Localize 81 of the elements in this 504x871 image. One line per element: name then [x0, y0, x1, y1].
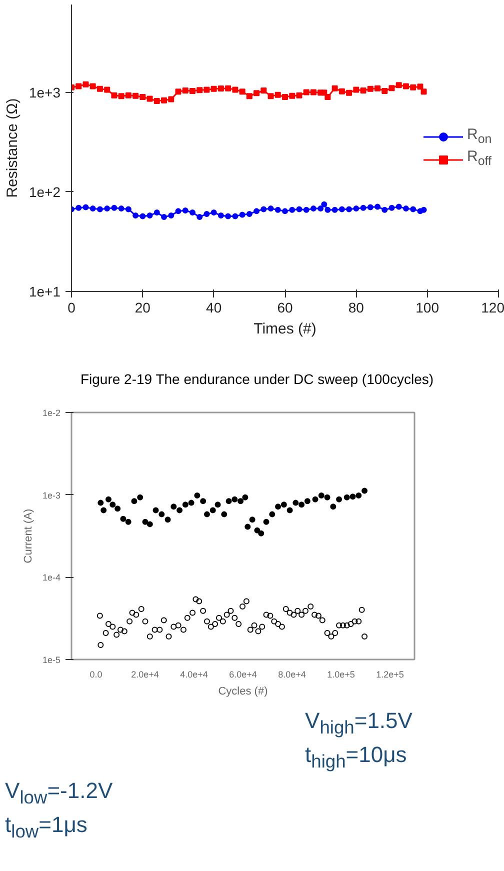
point	[330, 504, 336, 510]
point	[137, 494, 144, 500]
x-axis-title: Times (#)	[254, 320, 316, 338]
point	[324, 494, 330, 500]
x-tick-label: 1.0e+5	[327, 670, 355, 680]
point	[110, 502, 116, 508]
legend-label: R$_{off}$	[467, 147, 492, 170]
point	[318, 492, 324, 499]
point	[304, 498, 310, 504]
y-tick-label: 1e+3	[28, 84, 61, 100]
point	[221, 511, 228, 518]
text: t$_{high}$=10μs	[305, 741, 407, 774]
point	[280, 502, 287, 508]
x-tick-label: 80	[348, 300, 364, 316]
point	[292, 500, 299, 506]
point	[120, 516, 126, 522]
point	[344, 494, 350, 500]
point	[100, 507, 107, 514]
point	[350, 494, 356, 500]
y-tick-label: 1e-5	[42, 655, 60, 665]
point	[214, 502, 221, 508]
x-tick-label: 120	[481, 300, 504, 316]
point	[114, 506, 121, 512]
point	[170, 504, 177, 510]
point	[298, 502, 305, 508]
point	[254, 527, 260, 534]
y-tick-label: 1e+2	[28, 184, 61, 200]
point	[269, 511, 276, 518]
y-tick-label: 1e-4	[42, 572, 60, 583]
text: V$_{high}$=1.5V	[305, 707, 412, 740]
caption: Figure 2-19 The endurance under DC sweep (100cycles)	[80, 370, 434, 389]
point	[249, 516, 256, 523]
point	[194, 492, 200, 499]
point	[152, 507, 159, 514]
y-axis-title: Current (A)	[22, 508, 34, 564]
point	[131, 498, 138, 504]
x-tick-label: 2.0e+4	[131, 670, 159, 680]
point	[105, 496, 112, 502]
point	[286, 507, 293, 514]
x-tick-label: 100	[416, 300, 440, 316]
point	[125, 518, 132, 525]
point	[312, 496, 318, 502]
x-tick-label: 8.0e+4	[278, 670, 306, 680]
y-tick-label: 1e-3	[42, 490, 60, 500]
x-tick-label: 0	[68, 300, 76, 316]
point	[176, 507, 183, 514]
point	[210, 507, 216, 514]
y-tick-label: 1e-2	[42, 408, 60, 418]
x-tick-label: 40	[206, 300, 222, 316]
y-axis-title: Resistance (Ω)	[4, 98, 21, 198]
point	[182, 502, 188, 508]
point	[336, 496, 342, 502]
x-tick-label: 0.0	[90, 670, 102, 680]
point	[164, 516, 171, 523]
x-tick-label: 60	[277, 300, 293, 316]
point	[98, 500, 104, 506]
point	[356, 492, 362, 499]
text: t$_{low}$=1μs	[5, 811, 88, 844]
x-axis-title: Cycles (#)	[218, 686, 268, 698]
x-tick-label: 1.2e+5	[376, 670, 404, 680]
point	[258, 530, 264, 536]
point	[238, 498, 244, 504]
x-tick-label: 4.0e+4	[180, 670, 208, 680]
point	[200, 498, 206, 504]
point	[362, 488, 368, 494]
point	[142, 518, 148, 525]
x-tick-label: 20	[134, 300, 151, 316]
point	[263, 518, 270, 525]
point	[188, 500, 194, 506]
x-tick-label: 6.0e+4	[229, 670, 257, 680]
legend-label: R$_{on}$	[467, 125, 492, 148]
point	[146, 521, 153, 528]
point	[158, 511, 165, 518]
point	[275, 504, 282, 510]
y-tick-label: 1e+1	[28, 284, 61, 300]
point	[242, 494, 248, 500]
text: V$_{low}$=-1.2V	[5, 777, 113, 810]
point	[244, 524, 251, 530]
point	[226, 498, 232, 504]
point	[204, 511, 210, 518]
point	[232, 496, 238, 502]
